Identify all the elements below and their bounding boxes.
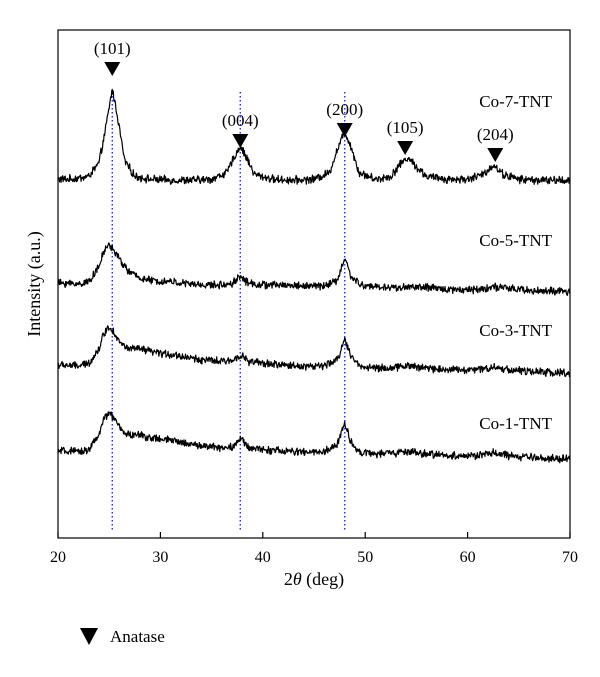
x-tick-label: 30 bbox=[152, 549, 168, 566]
peak-marker bbox=[232, 134, 249, 148]
series-label: Co-3-TNT bbox=[479, 321, 552, 340]
plot-frame bbox=[57, 29, 571, 539]
peak-marker bbox=[104, 62, 121, 76]
series-line-co-5-tnt bbox=[57, 242, 571, 296]
series-line-co-3-tnt bbox=[57, 325, 571, 378]
series-label: Co-5-TNT bbox=[479, 231, 552, 250]
reference-lines-layer bbox=[111, 92, 346, 530]
x-axis-label-theta: θ bbox=[293, 569, 302, 589]
peak-label: (105) bbox=[387, 118, 424, 137]
series-label: Co-7-TNT bbox=[479, 92, 552, 111]
legend: Anatase bbox=[80, 627, 165, 646]
x-tick-label: 40 bbox=[255, 549, 271, 566]
peak-label: (204) bbox=[477, 125, 514, 144]
series-line-co-1-tnt bbox=[57, 411, 571, 464]
y-axis-label: Intensity (a.u.) bbox=[24, 231, 45, 336]
peak-marker bbox=[336, 123, 353, 137]
series-label: Co-1-TNT bbox=[479, 414, 552, 433]
series-layer bbox=[57, 88, 571, 464]
peak-label: (004) bbox=[222, 111, 259, 130]
labels-layer: Co-7-TNT Co-5-TNT Co-3-TNT Co-1-TNT (101) (00… bbox=[94, 39, 553, 433]
peak-label: (200) bbox=[326, 100, 363, 119]
x-tick-label: 70 bbox=[562, 549, 578, 566]
x-ticks-layer: 20 30 40 50 60 70 bbox=[50, 532, 578, 566]
peak-label: (101) bbox=[94, 39, 131, 58]
legend-label-anatase: Anatase bbox=[110, 627, 165, 646]
peak-marker bbox=[397, 141, 414, 155]
x-axis-label: 2θ (deg) bbox=[284, 569, 344, 590]
x-tick-label: 60 bbox=[460, 549, 476, 566]
x-axis-label-prefix: 2 bbox=[284, 569, 293, 589]
legend-marker-anatase bbox=[80, 628, 98, 645]
x-axis-label-suffix: (deg) bbox=[302, 569, 344, 590]
x-tick-label: 50 bbox=[357, 549, 373, 566]
peak-marker bbox=[487, 148, 504, 162]
series-line-co-7-tnt bbox=[57, 88, 571, 185]
x-tick-label: 20 bbox=[50, 549, 66, 566]
